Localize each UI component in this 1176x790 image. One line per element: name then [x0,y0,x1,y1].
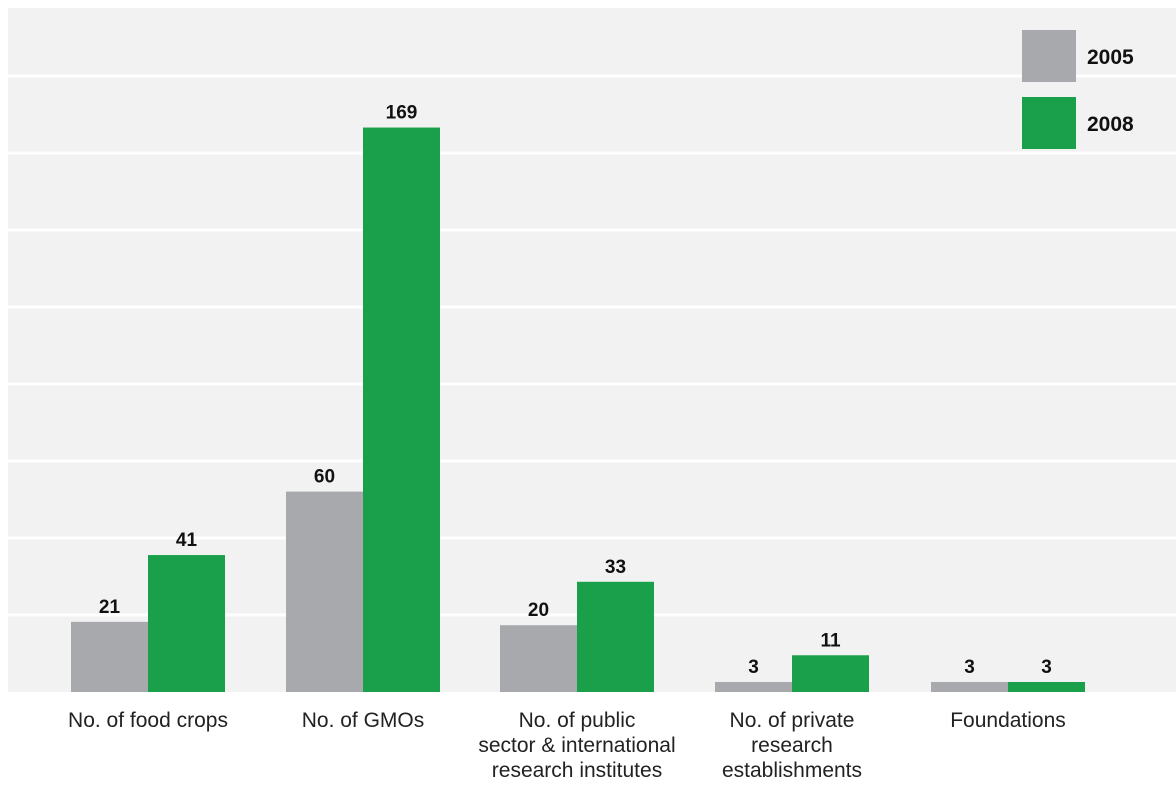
category-label-3: No. of private research establishments [722,709,862,782]
bar-2008-2 [577,581,654,692]
category-label-line: Foundations [950,709,1066,732]
bar-2008-0 [148,555,225,692]
bar-2005-0 [71,621,148,692]
bar-2005-4 [931,681,1008,692]
category-label-line: No. of food crops [68,709,228,732]
category-label-line: No. of private [730,709,855,732]
value-label-2005-2: 20 [528,600,549,621]
bar-2008-3 [792,655,869,692]
bar-2005-3 [715,681,792,692]
value-label-2005-0: 21 [99,597,121,618]
bar-2008-4 [1008,681,1085,692]
legend-swatch-2008 [1022,97,1076,149]
value-label-2005-4: 3 [964,657,975,678]
value-label-2005-3: 3 [748,657,759,678]
category-label-2: No. of public sector & international resea… [478,709,675,782]
category-label-4: Foundations [950,709,1066,732]
category-label-line: research institutes [492,759,662,782]
value-label-2008-2: 33 [605,557,626,578]
category-label-line: No. of GMOs [302,709,425,732]
category-label-line: No. of public [519,709,636,732]
category-label-1: No. of GMOs [302,709,425,732]
bar-2005-1 [286,491,363,692]
category-label-line: sector & international [478,734,675,757]
value-label-2008-4: 3 [1041,657,1052,678]
category-label-line: establishments [722,759,862,782]
value-label-2008-3: 11 [820,630,841,651]
category-label-0: No. of food crops [68,709,228,732]
bar-2008-1 [363,127,440,693]
value-label-2005-1: 60 [314,467,335,488]
bar-2005-2 [500,625,577,692]
value-label-2008-1: 169 [386,103,418,124]
legend-label-2008: 2008 [1087,113,1134,136]
legend-swatch-2005 [1022,30,1076,82]
value-label-2008-0: 41 [176,530,198,551]
legend-label-2005: 2005 [1087,46,1134,69]
category-label-line: research [751,734,833,757]
